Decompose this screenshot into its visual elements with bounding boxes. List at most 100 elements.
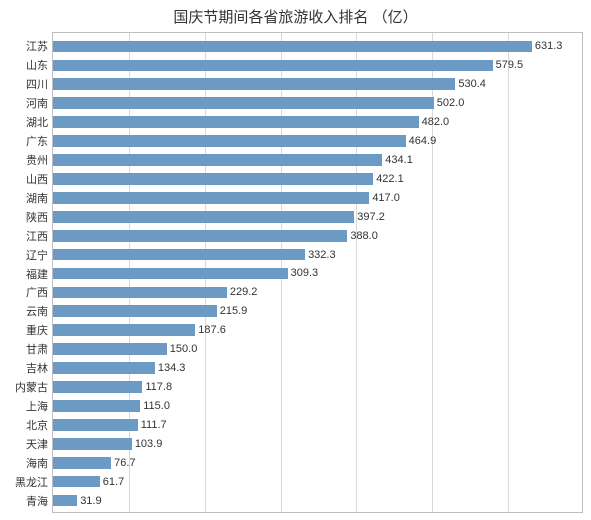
bar-value-label: 422.1 [376, 173, 404, 185]
bar [53, 305, 217, 317]
bar-row: 229.2 [53, 287, 257, 299]
y-axis-category-label: 陕西 [26, 209, 48, 225]
bar-value-label: 530.4 [458, 78, 486, 90]
bar [53, 438, 132, 450]
bar-row: 115.0 [53, 400, 170, 412]
y-axis-category-label: 重庆 [26, 322, 48, 338]
bar-value-label: 579.5 [496, 59, 524, 71]
y-axis-category-label: 湖南 [26, 190, 48, 206]
bar-row: 530.4 [53, 78, 486, 90]
bar-row: 579.5 [53, 60, 523, 72]
bar-row: 309.3 [53, 268, 318, 280]
bar [53, 381, 142, 393]
bar [53, 362, 155, 374]
bar-row: 134.3 [53, 362, 185, 374]
y-axis-category-label: 吉林 [26, 360, 48, 376]
chart-title: 国庆节期间各省旅游收入排名 （亿） [0, 0, 591, 31]
bar-row: 422.1 [53, 173, 404, 185]
bar [53, 287, 227, 299]
bar-row: 388.0 [53, 230, 378, 242]
y-axis-category-label: 青海 [26, 493, 48, 509]
y-axis-category-label: 贵州 [26, 152, 48, 168]
bar-value-label: 215.9 [220, 305, 248, 317]
bar [53, 324, 195, 336]
y-axis-category-label: 海南 [26, 455, 48, 471]
bar-value-label: 309.3 [291, 267, 319, 279]
y-axis-category-label: 天津 [26, 436, 48, 452]
bar-row: 434.1 [53, 154, 413, 166]
y-axis-category-label: 广西 [26, 284, 48, 300]
bar-value-label: 464.9 [409, 135, 437, 147]
y-axis-category-label: 广东 [26, 133, 48, 149]
y-axis-category-label: 山东 [26, 57, 48, 73]
bar-value-label: 150.0 [170, 343, 198, 355]
y-axis-category-label: 福建 [26, 266, 48, 282]
bar-row: 111.7 [53, 419, 167, 431]
bar-row: 31.9 [53, 495, 102, 507]
bar-row: 631.3 [53, 41, 562, 53]
bar [53, 476, 100, 488]
y-axis-category-label: 黑龙江 [15, 474, 48, 490]
bar-value-label: 397.2 [357, 211, 385, 223]
bar-value-label: 103.9 [135, 438, 163, 450]
bar [53, 249, 305, 261]
bar-value-label: 417.0 [372, 192, 400, 204]
bar [53, 78, 455, 90]
bar-row: 61.7 [53, 476, 124, 488]
bar-value-label: 187.6 [198, 324, 226, 336]
bar [53, 154, 382, 166]
bar-value-label: 434.1 [385, 154, 413, 166]
bar-row: 482.0 [53, 116, 449, 128]
bar-value-label: 229.2 [230, 286, 258, 298]
y-axis-category-label: 山西 [26, 171, 48, 187]
plot-area: 631.3 579.5 530.4 502.0 482.0 464.9 434.1 422.1… [52, 32, 583, 513]
bar-row: 502.0 [53, 97, 464, 109]
bar [53, 173, 373, 185]
bar-row: 76.7 [53, 457, 136, 469]
bar-row: 417.0 [53, 192, 400, 204]
bar-row: 103.9 [53, 438, 162, 450]
bar [53, 457, 111, 469]
gridline [508, 33, 509, 512]
y-axis-category-label: 四川 [26, 76, 48, 92]
bar-row: 187.6 [53, 324, 226, 336]
bar-row: 397.2 [53, 211, 385, 223]
bar-value-label: 111.7 [141, 419, 167, 431]
bar [53, 400, 140, 412]
bar [53, 268, 288, 280]
bar [53, 343, 167, 355]
y-axis-category-label: 云南 [26, 303, 48, 319]
bar-value-label: 332.3 [308, 249, 336, 261]
y-axis-category-label: 北京 [26, 417, 48, 433]
y-axis-category-label: 江苏 [26, 38, 48, 54]
y-axis-category-label: 甘肃 [26, 341, 48, 357]
bar-value-label: 388.0 [350, 230, 378, 242]
bar [53, 192, 369, 204]
bar-value-label: 76.7 [114, 457, 135, 469]
y-axis-category-label: 河南 [26, 95, 48, 111]
bar [53, 41, 532, 53]
bar-row: 150.0 [53, 343, 197, 355]
bar-value-label: 631.3 [535, 40, 563, 52]
bar [53, 60, 493, 72]
bar-value-label: 502.0 [437, 97, 465, 109]
bar-row: 332.3 [53, 249, 336, 261]
y-axis-category-label: 辽宁 [26, 247, 48, 263]
bar [53, 419, 138, 431]
y-axis-category-label: 内蒙古 [15, 379, 48, 395]
y-axis-category-label: 上海 [26, 398, 48, 414]
bar-value-label: 482.0 [422, 116, 450, 128]
y-axis-category-label: 湖北 [26, 114, 48, 130]
bar [53, 230, 347, 242]
y-axis-category-label: 江西 [26, 228, 48, 244]
bar-value-label: 117.8 [145, 381, 172, 393]
bar [53, 97, 434, 109]
bar [53, 495, 77, 507]
bar-value-label: 134.3 [158, 362, 186, 374]
bar-value-label: 115.0 [143, 400, 170, 412]
bar-value-label: 61.7 [103, 476, 124, 488]
chart-container: 国庆节期间各省旅游收入排名 （亿） 631.3 579.5 530.4 502.0 48… [0, 0, 591, 520]
bar-value-label: 31.9 [80, 495, 101, 507]
bar-row: 464.9 [53, 135, 436, 147]
bar [53, 116, 419, 128]
